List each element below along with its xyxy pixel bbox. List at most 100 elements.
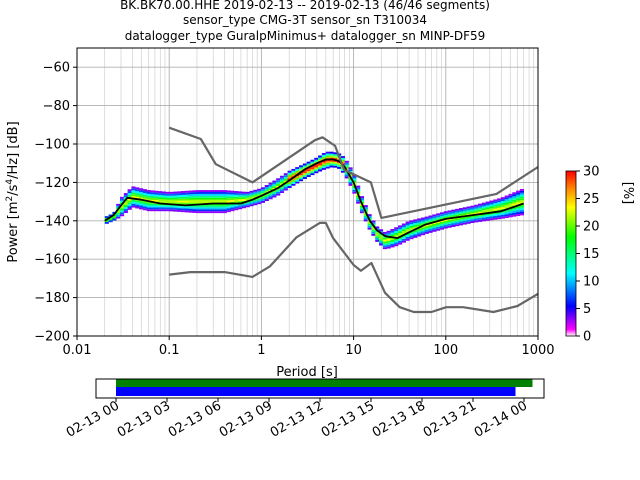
density-cell [299, 175, 304, 178]
density-cell [253, 193, 258, 196]
x-tick-label: 1000 [521, 343, 554, 358]
density-cell [146, 190, 151, 192]
density-cell [497, 213, 502, 216]
density-cell [352, 187, 357, 190]
density-cell [173, 205, 178, 208]
density-cell [420, 223, 425, 226]
density-cell [299, 179, 304, 182]
density-cell [253, 195, 258, 198]
density-cell [504, 214, 509, 217]
density-cell [325, 162, 330, 165]
density-cell [177, 202, 182, 205]
density-cell [272, 193, 277, 196]
density-cell [127, 192, 132, 195]
density-cell [512, 194, 517, 196]
ppsd-curves [104, 126, 538, 314]
density-cell [260, 191, 266, 194]
density-cell [268, 184, 273, 187]
density-cell [504, 210, 509, 213]
density-cell [177, 191, 182, 194]
colorbar-tick-label: 20 [583, 220, 600, 235]
density-cell [207, 207, 212, 210]
density-cell [432, 214, 437, 217]
density-cell [199, 190, 205, 192]
density-cell [207, 195, 212, 198]
density-cell [371, 226, 376, 229]
density-cell [207, 209, 212, 212]
density-cell [508, 195, 513, 198]
density-cell [390, 240, 395, 242]
density-cell [226, 208, 231, 211]
density-cell [177, 193, 182, 196]
density-cell [321, 164, 326, 167]
density-cell [420, 231, 425, 234]
density-cell [508, 213, 513, 216]
density-cell [119, 208, 125, 211]
density-cell [436, 213, 441, 216]
density-cell [436, 217, 441, 220]
density-cell [447, 220, 452, 222]
density-cell [340, 157, 346, 160]
density-cell [260, 198, 266, 201]
density-cell [420, 229, 425, 232]
density-cell [165, 207, 170, 210]
density-cell [108, 218, 113, 221]
density-cell [219, 199, 224, 202]
density-cell [116, 213, 121, 215]
density-cell [131, 199, 136, 202]
density-cell [401, 229, 406, 232]
density-cell [367, 225, 372, 228]
density-cell [398, 240, 403, 243]
density-cell [405, 233, 410, 236]
density-cell [409, 227, 414, 230]
density-cell [424, 231, 429, 234]
density-cell [493, 216, 498, 218]
density-cell [356, 185, 361, 188]
density-cell [489, 204, 494, 207]
density-cell [394, 231, 399, 233]
density-cell [131, 196, 136, 198]
density-cell [398, 225, 403, 228]
density-cell [401, 238, 406, 241]
density-cell [180, 210, 186, 213]
density-cell [287, 182, 292, 185]
density-cell [443, 211, 448, 214]
density-cell [424, 224, 429, 227]
coverage-bars [116, 379, 533, 396]
density-cell [359, 207, 365, 210]
density-cell [199, 199, 205, 202]
density-cell [268, 193, 273, 196]
density-cell [127, 189, 132, 192]
density-cell [306, 161, 311, 164]
density-cell [276, 182, 281, 185]
density-cell [188, 199, 193, 202]
density-cell [249, 202, 254, 205]
density-cell [139, 201, 144, 204]
density-cell [127, 202, 132, 205]
density-cell [127, 191, 132, 193]
density-cell [401, 236, 406, 239]
density-cell [203, 209, 208, 212]
density-cell [211, 190, 216, 192]
density-cell [283, 184, 288, 187]
density-cell [428, 228, 433, 231]
density-cell [481, 210, 486, 212]
density-cell [257, 188, 262, 191]
density-cell [417, 234, 422, 237]
density-cell [359, 196, 365, 199]
density-cell [219, 190, 224, 192]
density-cell [356, 189, 361, 192]
density-cell [420, 219, 425, 222]
density-cell [215, 207, 220, 210]
density-cell [215, 211, 220, 214]
colorbar-tick-label: 15 [583, 247, 600, 262]
density-cell [219, 195, 224, 198]
density-cell [215, 201, 220, 204]
density-cell [196, 190, 201, 192]
density-cell [363, 215, 368, 218]
density-cell [409, 237, 414, 240]
density-cell [470, 217, 475, 220]
density-cell [466, 219, 471, 222]
y-axis-ticks: −200 −180 −160 −140 −120 −100 −80 −60 [34, 61, 77, 345]
x-tick-label: 0.01 [63, 343, 92, 358]
